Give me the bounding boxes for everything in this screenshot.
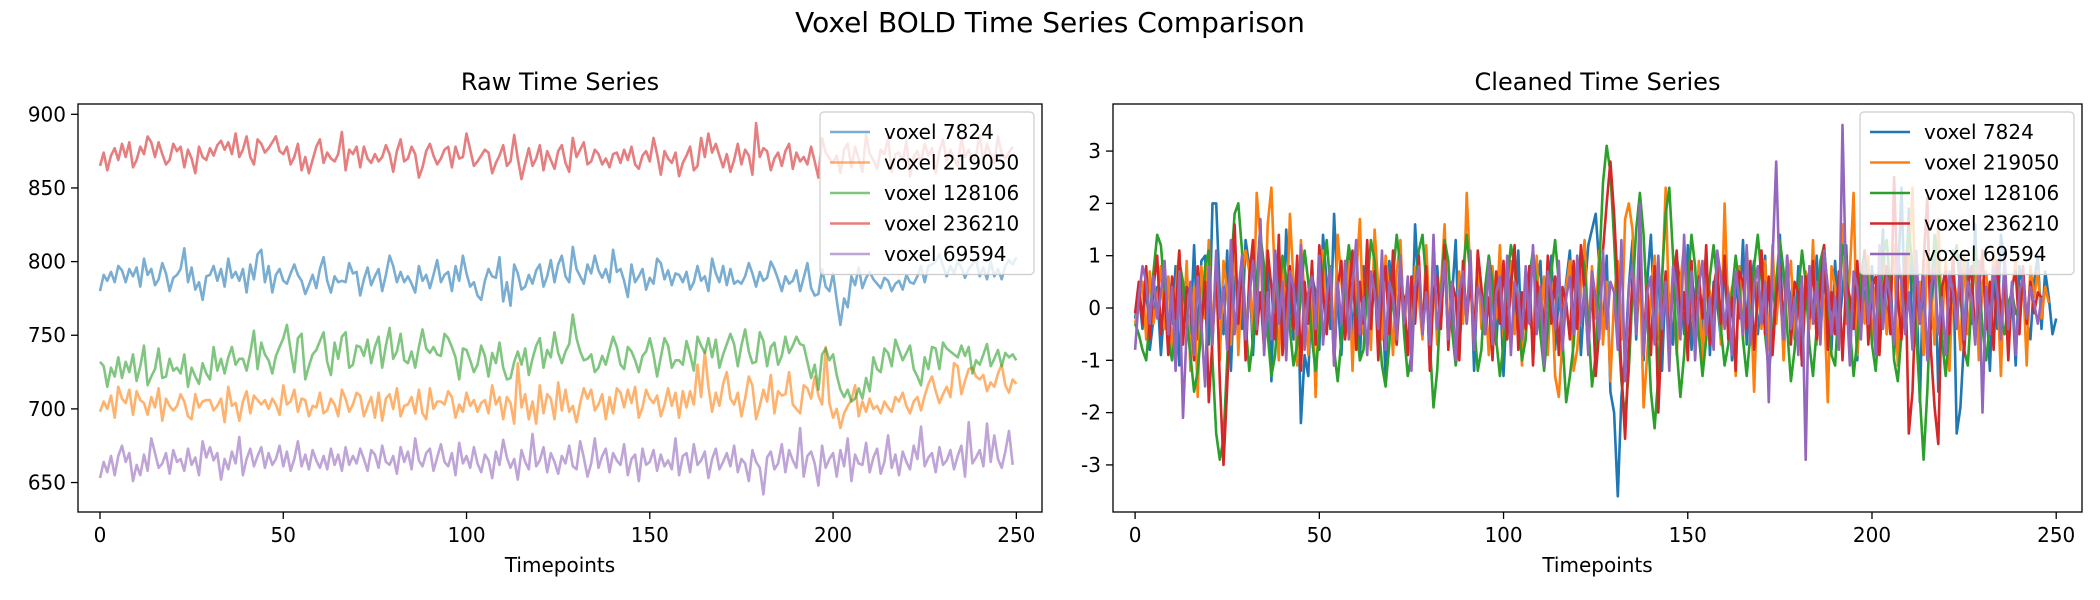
y-tick-label: 3: [1088, 139, 1101, 163]
axes-frame: [77, 103, 1043, 513]
legend-label: voxel 7824: [1924, 120, 2034, 144]
series-line-voxel-128106: [99, 313, 1018, 403]
series-line-voxel-219050: [98, 345, 1018, 430]
series-line-voxel-69594: [1133, 123, 2043, 462]
x-tick-label: 250: [997, 523, 1035, 547]
y-tick-label: 2: [1088, 191, 1101, 215]
chart-raw-time-series: Raw Time Series 0 50 100 150 200 250 650 700 750 8…: [28, 68, 1043, 577]
legend: voxel 7824 voxel 219050 voxel 128106 voxel …: [819, 111, 1035, 276]
x-tick-label: 0: [94, 523, 107, 547]
x-tick-label: 150: [1669, 523, 1707, 547]
legend-label: voxel 69594: [1924, 242, 2047, 266]
chart-title: Cleaned Time Series: [1475, 68, 1721, 96]
y-tick-label: 900: [28, 102, 66, 126]
y-tick-label: 700: [28, 397, 66, 421]
series-line-voxel-7824: [98, 245, 1018, 327]
y-tick-label: 800: [28, 250, 66, 274]
x-tick-label: 50: [1307, 523, 1332, 547]
legend-label: voxel 128106: [884, 181, 1019, 205]
chart-title: Raw Time Series: [461, 68, 659, 96]
legend-label: voxel 7824: [884, 120, 994, 144]
legend-label: voxel 236210: [1924, 212, 2059, 236]
y-tick-label: 1: [1088, 244, 1101, 268]
x-tick-label: 100: [1484, 523, 1522, 547]
x-axis-label: Timepoints: [1541, 553, 1652, 577]
x-tick-label: 200: [814, 523, 852, 547]
y-tick-label: 0: [1088, 296, 1101, 320]
chart-cleaned-time-series: Cleaned Time Series 0 50 100 150 200 250 -3 -2 -1…: [1081, 68, 2083, 577]
legend-label: voxel 236210: [884, 212, 1019, 236]
legend-label: voxel 219050: [1924, 151, 2059, 175]
legend-label: voxel 69594: [884, 242, 1007, 266]
x-tick-label: 250: [2037, 523, 2075, 547]
y-tick-label: -2: [1081, 401, 1101, 425]
y-tick-label: -3: [1081, 453, 1101, 477]
figure-title: Voxel BOLD Time Series Comparison: [795, 6, 1305, 39]
legend-box: [1859, 111, 2075, 276]
legend: voxel 7824 voxel 219050 voxel 128106 voxel …: [1859, 111, 2075, 276]
legend-label: voxel 128106: [1924, 181, 2059, 205]
series-line-voxel-69594: [98, 420, 1014, 496]
x-axis-label: Timepoints: [504, 553, 615, 577]
x-tick-label: 200: [1853, 523, 1891, 547]
legend-label: voxel 219050: [884, 151, 1019, 175]
legend-box: [819, 111, 1035, 276]
x-tick-label: 100: [447, 523, 485, 547]
x-tick-label: 150: [631, 523, 669, 547]
x-tick-label: 0: [1129, 523, 1142, 547]
y-tick-label: 850: [28, 176, 66, 200]
y-tick-label: 650: [28, 471, 66, 495]
series-line-voxel-128106: [1133, 144, 2021, 462]
x-tick-label: 50: [271, 523, 296, 547]
y-tick-label: 750: [28, 323, 66, 347]
y-tick-label: -1: [1081, 348, 1101, 372]
